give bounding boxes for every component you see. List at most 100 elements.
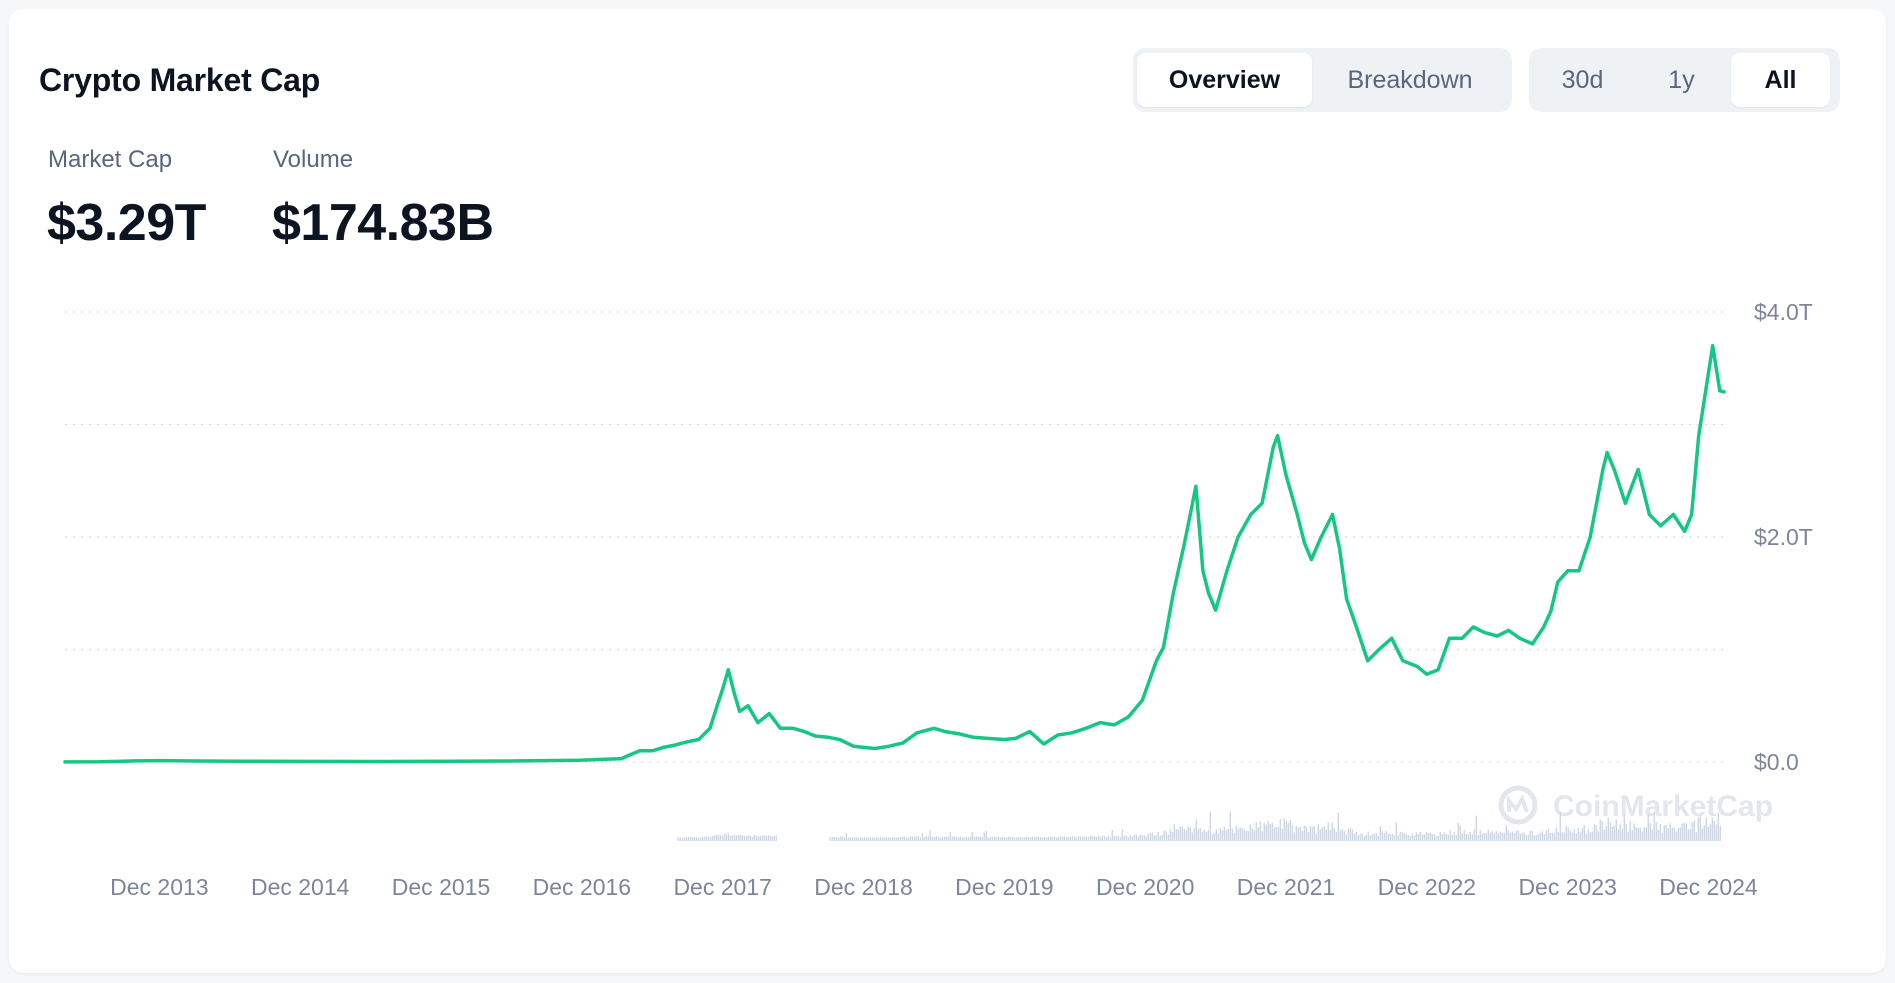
volume-bar xyxy=(731,835,733,841)
volume-bar xyxy=(1675,831,1677,841)
volume-bar xyxy=(1405,834,1407,841)
volume-bar xyxy=(1605,826,1607,841)
volume-bar xyxy=(1535,835,1537,841)
volume-bar xyxy=(1145,836,1147,841)
range-1y-button[interactable]: 1y xyxy=(1668,65,1695,94)
volume-bar xyxy=(1371,834,1373,841)
volume-bar xyxy=(1593,824,1595,841)
volume-bar xyxy=(1351,829,1353,841)
volume-bar xyxy=(1081,836,1083,841)
volume-bar xyxy=(1459,825,1461,841)
volume-bar xyxy=(1255,822,1257,841)
data-point xyxy=(1542,625,1546,629)
data-point xyxy=(98,760,102,764)
volume-bar xyxy=(695,837,697,841)
volume-bar xyxy=(921,833,923,841)
volume-bar xyxy=(755,835,757,841)
volume-bar xyxy=(749,835,751,841)
data-point xyxy=(1601,467,1605,472)
data-point xyxy=(650,749,654,753)
volume-bar xyxy=(1565,825,1567,841)
tab-breakdown[interactable]: Breakdown xyxy=(1347,65,1473,94)
volume-bar xyxy=(1445,833,1447,841)
x-tick-label: Dec 2024 xyxy=(1659,874,1758,900)
volume-bar xyxy=(877,837,879,841)
volume-bar xyxy=(1693,820,1695,841)
y-tick-label: $4.0T xyxy=(1754,299,1813,325)
volume-bar xyxy=(943,836,945,841)
data-point xyxy=(450,759,454,763)
volume-bar xyxy=(911,836,913,841)
volume-bar xyxy=(1339,830,1341,841)
data-point xyxy=(1275,434,1280,438)
volume-bar xyxy=(1681,823,1683,841)
volume-bar xyxy=(1221,829,1223,841)
range-30d-button[interactable]: 30d xyxy=(1561,65,1604,94)
volume-bar xyxy=(993,836,995,841)
volume-bar xyxy=(1699,816,1701,841)
tab-overview[interactable]: Overview xyxy=(1137,53,1312,107)
volume-bar xyxy=(955,836,957,841)
volume-bar xyxy=(1635,827,1637,841)
volume-bar xyxy=(1519,833,1521,841)
volume-bar xyxy=(1227,828,1229,841)
range-all-button[interactable]: All xyxy=(1731,53,1830,107)
market-cap-card: $0.0 $2.0T $4.0T Dec 2013 Dec 2014 Dec 2015 De… xyxy=(9,9,1886,973)
volume-bar xyxy=(1527,834,1529,841)
volume-bar xyxy=(981,836,983,841)
volume-bar xyxy=(1615,819,1617,841)
volume-bar xyxy=(1563,832,1565,841)
volume-bar xyxy=(1559,812,1561,841)
volume-bar xyxy=(1163,830,1165,841)
volume-bar xyxy=(1685,823,1687,841)
volume-bar xyxy=(1287,823,1289,841)
volume-bar xyxy=(1449,830,1451,841)
volume-bar xyxy=(1447,834,1449,841)
volume-bar xyxy=(865,837,867,841)
volume-bar xyxy=(1001,836,1003,841)
volume-bar xyxy=(1029,837,1031,841)
volume-bar xyxy=(1095,836,1097,841)
volume-bar xyxy=(1061,837,1063,841)
volume-bar xyxy=(1043,836,1045,841)
volume-bar xyxy=(999,837,1001,841)
volume-bar xyxy=(1555,827,1557,841)
volume-bar xyxy=(1251,828,1253,841)
volume-bar xyxy=(1581,827,1583,841)
volume-bar xyxy=(753,835,755,841)
volume-bar xyxy=(859,837,861,841)
volume-bar xyxy=(1385,831,1387,841)
volume-bar xyxy=(1509,832,1511,841)
volume-bar xyxy=(1671,827,1673,841)
volume-bar xyxy=(1229,811,1231,841)
volume-bar xyxy=(1637,828,1639,841)
volume-bar xyxy=(1331,822,1333,841)
volume-bar xyxy=(1193,827,1195,841)
volume-bar xyxy=(1017,837,1019,841)
volume-bar xyxy=(1649,823,1651,841)
volume-bar xyxy=(971,831,973,841)
volume-bar xyxy=(857,837,859,841)
data-point xyxy=(1495,634,1499,638)
volume-bar xyxy=(1109,837,1111,841)
volume-bar xyxy=(1475,815,1477,841)
data-point xyxy=(63,760,67,764)
volume-bar xyxy=(1275,827,1277,841)
volume-bar xyxy=(945,836,947,841)
data-point xyxy=(1377,647,1381,652)
volume-bar xyxy=(1435,835,1437,841)
volume-bar xyxy=(833,837,835,841)
data-point xyxy=(1126,715,1130,719)
volume-bar xyxy=(719,835,721,841)
volume-bar xyxy=(937,836,939,841)
data-point xyxy=(295,759,299,764)
volume-bar xyxy=(1173,824,1175,841)
volume-bar xyxy=(1189,827,1191,841)
volume-bar xyxy=(1191,832,1193,841)
volume-bar xyxy=(1315,834,1317,841)
volume-bar xyxy=(985,830,987,841)
volume-bar xyxy=(1391,833,1393,841)
volume-bar xyxy=(1195,819,1197,841)
data-point xyxy=(957,732,961,736)
volume-bar xyxy=(963,837,965,841)
